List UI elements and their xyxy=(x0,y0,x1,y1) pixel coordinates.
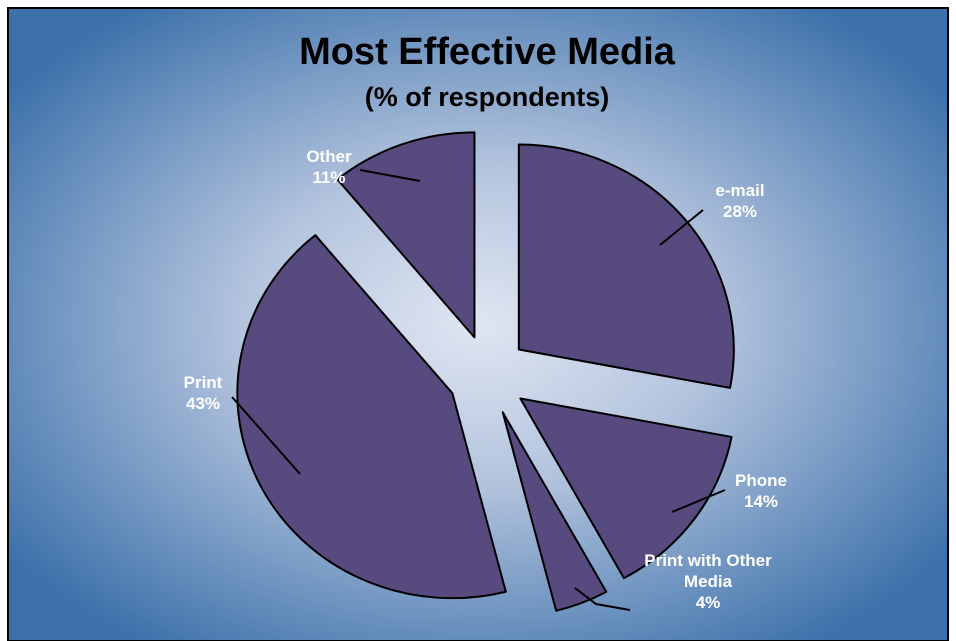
chart-subtitle: (% of respondents) xyxy=(365,82,610,112)
slice-category-label: Other xyxy=(306,147,352,166)
slice-value-label: 43% xyxy=(186,394,220,413)
leader-line xyxy=(671,489,726,513)
pie-slice-other xyxy=(336,131,476,339)
slice-value-label: 11% xyxy=(312,168,345,187)
pie-slices xyxy=(236,131,735,612)
pie-slice-print xyxy=(236,234,507,600)
slice-value-label: 4% xyxy=(696,593,721,612)
slice-category-label: Media xyxy=(684,572,733,591)
slice-category-label: Print with Other xyxy=(644,551,772,570)
slice-value-label: 14% xyxy=(744,492,778,511)
chart-title: Most Effective Media xyxy=(299,31,676,73)
slice-value-label: 28% xyxy=(723,202,757,221)
leader-line xyxy=(574,587,631,611)
pie-slice-e-mail xyxy=(517,143,735,389)
leader-line xyxy=(359,169,421,182)
slice-labels: e-mail 28% Phone 14% Print with Other Media 4%… xyxy=(184,147,787,612)
slice-category-label: e-mail xyxy=(715,181,764,200)
pie-slice-print-with-other-media xyxy=(501,411,608,612)
slice-category-label: Phone xyxy=(735,471,787,490)
leader-line xyxy=(659,209,704,246)
pie-slice-phone xyxy=(519,397,733,580)
slice-category-label: Print xyxy=(184,373,223,392)
leader-line xyxy=(231,396,301,475)
leader-lines xyxy=(231,169,726,611)
